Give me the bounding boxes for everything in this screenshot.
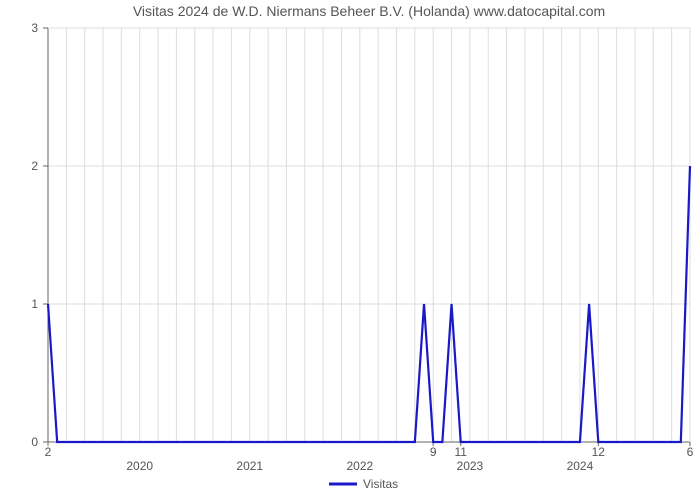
x-year-label: 2021: [236, 459, 263, 473]
x-point-label: 2: [45, 445, 52, 459]
x-point-label: 9: [430, 445, 437, 459]
x-year-label: 2023: [457, 459, 484, 473]
x-year-label: 2020: [126, 459, 153, 473]
x-year-label: 2022: [346, 459, 373, 473]
y-tick-label: 0: [31, 435, 38, 449]
y-tick-label: 3: [31, 21, 38, 35]
y-tick-label: 1: [31, 297, 38, 311]
x-point-label: 11: [454, 445, 467, 459]
x-point-label: 6: [687, 445, 694, 459]
legend-label: Visitas: [363, 477, 398, 491]
chart-background: [0, 0, 700, 500]
y-tick-label: 2: [31, 159, 38, 173]
visits-line-chart: 0123202020212022202320242911126Visitas 2…: [0, 0, 700, 500]
x-point-label: 12: [592, 445, 606, 459]
x-year-label: 2024: [567, 459, 594, 473]
chart-title: Visitas 2024 de W.D. Niermans Beheer B.V…: [133, 3, 605, 19]
